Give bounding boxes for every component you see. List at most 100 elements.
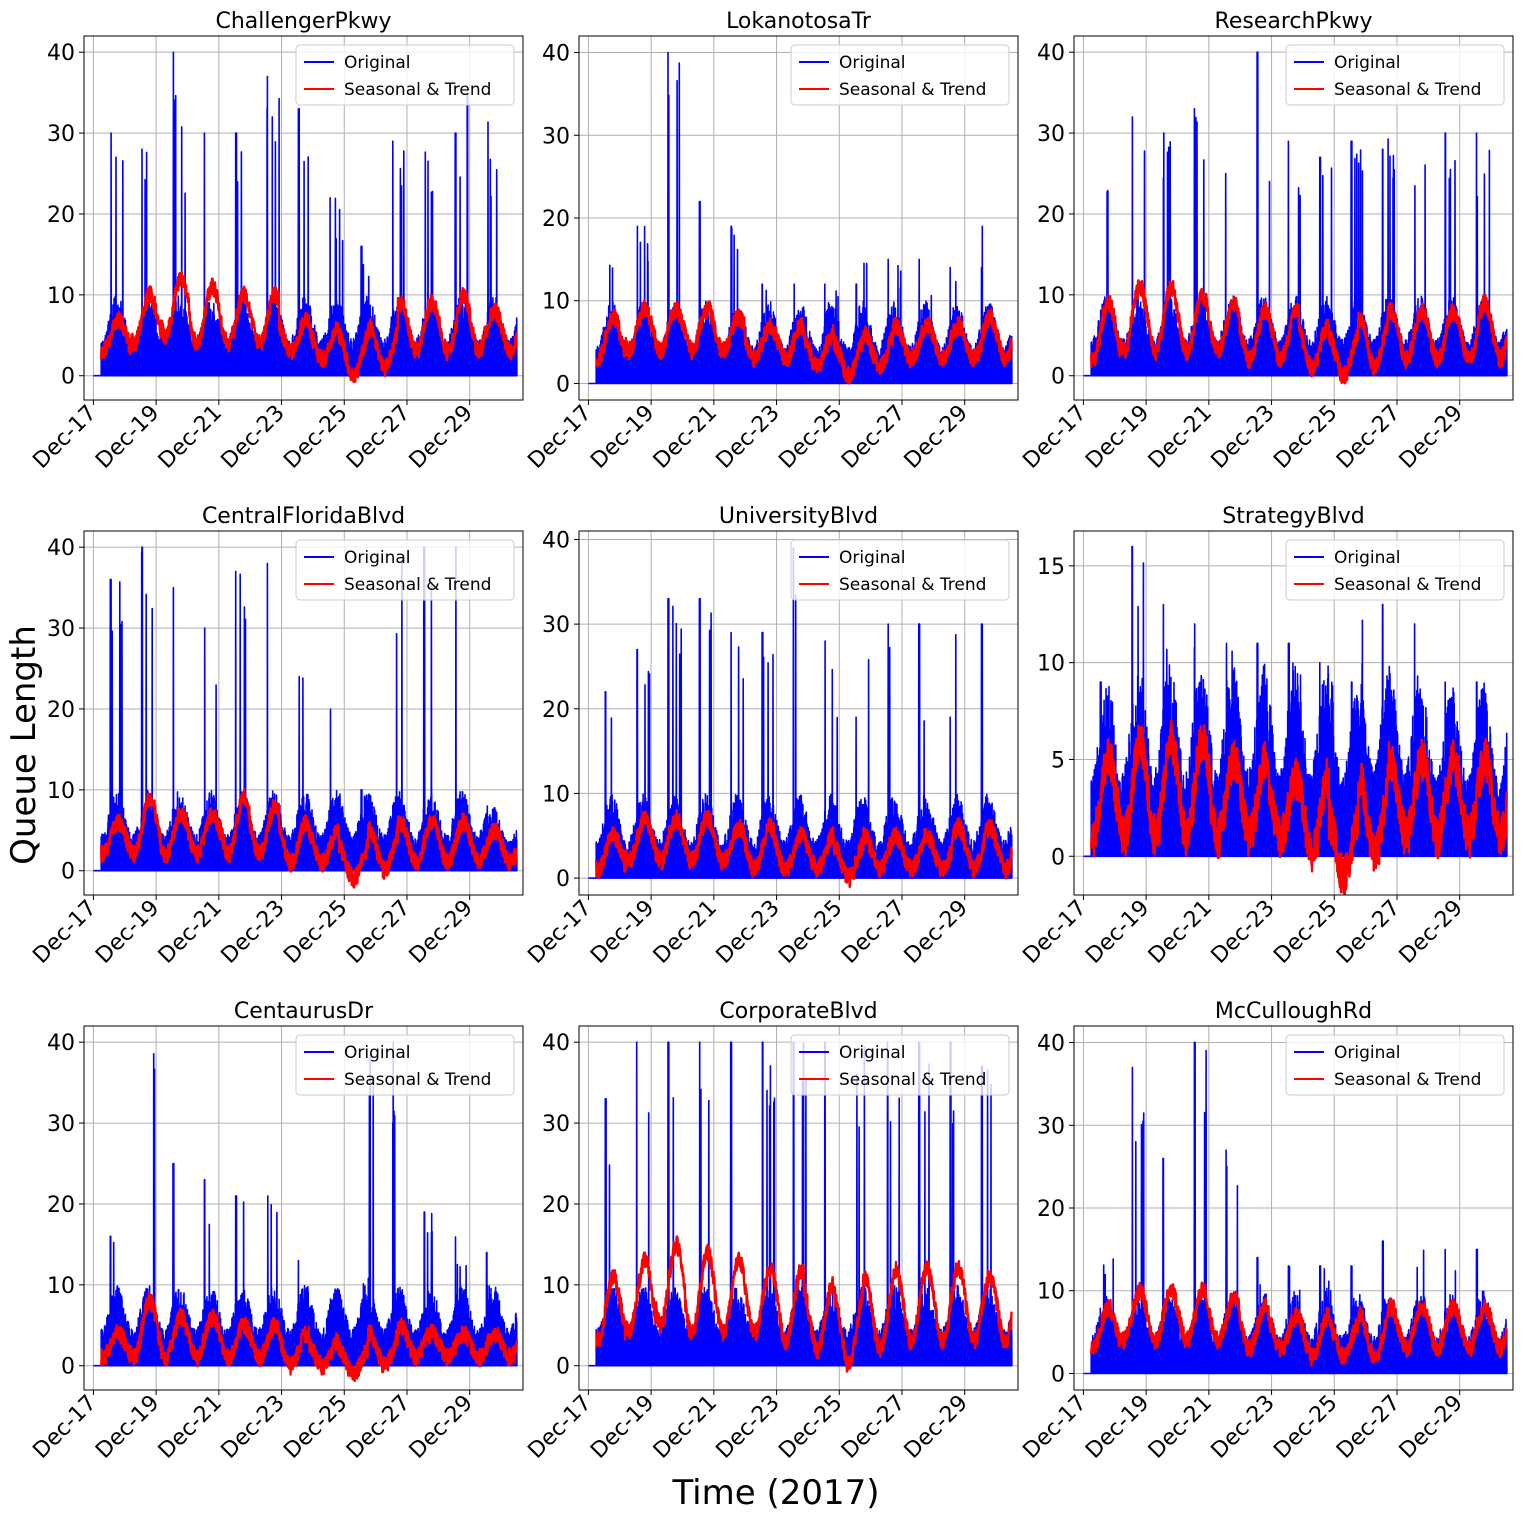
x-tick-label: Dec-19 — [586, 401, 659, 474]
x-tick-label: Dec-21 — [1144, 401, 1217, 474]
y-tick-label: 15 — [1037, 555, 1065, 580]
y-tick-label: 0 — [1051, 1362, 1065, 1387]
figure-ylabel: Queue Length — [4, 625, 44, 865]
x-tick-label: Dec-25 — [1269, 401, 1342, 474]
panel-universityblvd: 010203040Dec-17Dec-19Dec-21Dec-23Dec-25D… — [523, 504, 1019, 969]
x-tick-label: Dec-17 — [523, 1391, 596, 1464]
panel-title: CentralFloridaBlvd — [202, 504, 405, 529]
series-original — [1083, 51, 1508, 377]
x-tick-label: Dec-17 — [1018, 401, 1091, 474]
legend-box — [295, 44, 515, 106]
x-tick-label: Dec-29 — [1395, 401, 1468, 474]
y-tick-label: 10 — [47, 779, 75, 804]
x-tick-label: Dec-19 — [1081, 401, 1154, 474]
x-tick-label: Dec-19 — [91, 401, 164, 474]
x-tick-label: Dec-23 — [1207, 401, 1280, 474]
axes-frame — [83, 35, 524, 401]
legend: Original Seasonal & Trend — [1285, 539, 1505, 601]
legend-label: Seasonal & Trend — [1334, 80, 1481, 100]
axes-frame — [1073, 35, 1514, 401]
x-tick-label: Dec-29 — [1395, 896, 1468, 969]
y-tick-label: 20 — [542, 207, 570, 232]
x-tick-label: Dec-17 — [28, 896, 101, 969]
x-tick-label: Dec-17 — [523, 896, 596, 969]
panel-title: CorporateBlvd — [719, 999, 877, 1024]
x-tick-label: Dec-21 — [649, 896, 722, 969]
panel-title: UniversityBlvd — [719, 504, 878, 529]
x-tick-label: Dec-27 — [342, 896, 415, 969]
x-tick-label: Dec-29 — [900, 401, 973, 474]
legend: Original Seasonal & Trend — [1285, 44, 1505, 106]
x-tick-label: Dec-25 — [1269, 1391, 1342, 1464]
y-tick-label: 10 — [542, 782, 570, 807]
x-tick-label: Dec-21 — [649, 1391, 722, 1464]
y-tick-label: 0 — [556, 1355, 570, 1380]
x-tick-label: Dec-29 — [405, 896, 478, 969]
legend-label: Original — [1334, 53, 1401, 73]
y-tick-label: 0 — [556, 372, 570, 397]
y-tick-label: 30 — [1037, 1114, 1065, 1139]
x-tick-label: Dec-27 — [342, 401, 415, 474]
x-tick-label: Dec-27 — [837, 401, 910, 474]
axes-frame — [83, 530, 524, 896]
y-tick-label: 10 — [542, 290, 570, 315]
legend-label: Original — [344, 53, 411, 73]
y-tick-label: 40 — [1037, 41, 1065, 66]
y-tick-label: 20 — [47, 203, 75, 228]
x-tick-label: Dec-19 — [91, 896, 164, 969]
y-tick-label: 30 — [47, 122, 75, 147]
legend-label: Seasonal & Trend — [344, 575, 491, 595]
panel-title: ResearchPkwy — [1215, 9, 1373, 34]
series-seasonal-trend — [100, 788, 518, 889]
y-tick-label: 20 — [1037, 1197, 1065, 1222]
series-seasonal-trend — [595, 809, 1013, 889]
legend-label: Original — [1334, 548, 1401, 568]
panel-strategyblvd: 051015Dec-17Dec-19Dec-21Dec-23Dec-25Dec-… — [1018, 504, 1514, 969]
y-tick-label: 0 — [556, 867, 570, 892]
panel-title: ChallengerPkwy — [215, 9, 391, 34]
y-tick-label: 0 — [61, 1355, 75, 1380]
legend: Original Seasonal & Trend — [295, 44, 515, 106]
x-tick-label: Dec-29 — [405, 1391, 478, 1464]
y-tick-label: 5 — [1051, 748, 1065, 773]
y-tick-label: 0 — [61, 365, 75, 390]
x-tick-label: Dec-17 — [1018, 896, 1091, 969]
y-tick-label: 20 — [1037, 203, 1065, 228]
legend: Original Seasonal & Trend — [790, 1034, 1010, 1096]
panel-title: McCulloughRd — [1215, 999, 1372, 1024]
x-tick-label: Dec-21 — [154, 1391, 227, 1464]
y-tick-label: 40 — [542, 528, 570, 553]
x-tick-label: Dec-23 — [217, 401, 290, 474]
legend-box — [295, 1034, 515, 1096]
legend-box — [790, 1034, 1010, 1096]
x-tick-label: Dec-25 — [774, 896, 847, 969]
x-tick-label: Dec-19 — [91, 1391, 164, 1464]
x-tick-label: Dec-19 — [586, 1391, 659, 1464]
x-tick-label: Dec-27 — [342, 1391, 415, 1464]
series-seasonal-trend — [100, 1292, 518, 1382]
x-tick-label: Dec-29 — [900, 896, 973, 969]
x-tick-label: Dec-21 — [1144, 1391, 1217, 1464]
y-tick-label: 10 — [47, 1274, 75, 1299]
x-tick-label: Dec-21 — [649, 401, 722, 474]
y-tick-label: 0 — [1051, 845, 1065, 870]
legend-box — [295, 539, 515, 601]
y-tick-label: 30 — [47, 1112, 75, 1137]
series-seasonal-trend — [100, 271, 518, 383]
x-tick-label: Dec-25 — [774, 1391, 847, 1464]
panel-centralfloridablvd: 010203040Dec-17Dec-19Dec-21Dec-23Dec-25D… — [28, 504, 524, 969]
legend-label: Seasonal & Trend — [1334, 1070, 1481, 1090]
legend-label: Original — [1334, 1043, 1401, 1063]
y-tick-label: 20 — [47, 698, 75, 723]
x-tick-label: Dec-23 — [1207, 896, 1280, 969]
axes-frame — [1073, 530, 1514, 896]
x-tick-label: Dec-27 — [837, 896, 910, 969]
legend: Original Seasonal & Trend — [295, 1034, 515, 1096]
legend: Original Seasonal & Trend — [295, 539, 515, 601]
legend-box — [1285, 44, 1505, 106]
legend-label: Original — [839, 548, 906, 568]
legend-box — [1285, 1034, 1505, 1096]
x-tick-label: Dec-29 — [900, 1391, 973, 1464]
panel-title: LokanotosaTr — [726, 9, 872, 34]
